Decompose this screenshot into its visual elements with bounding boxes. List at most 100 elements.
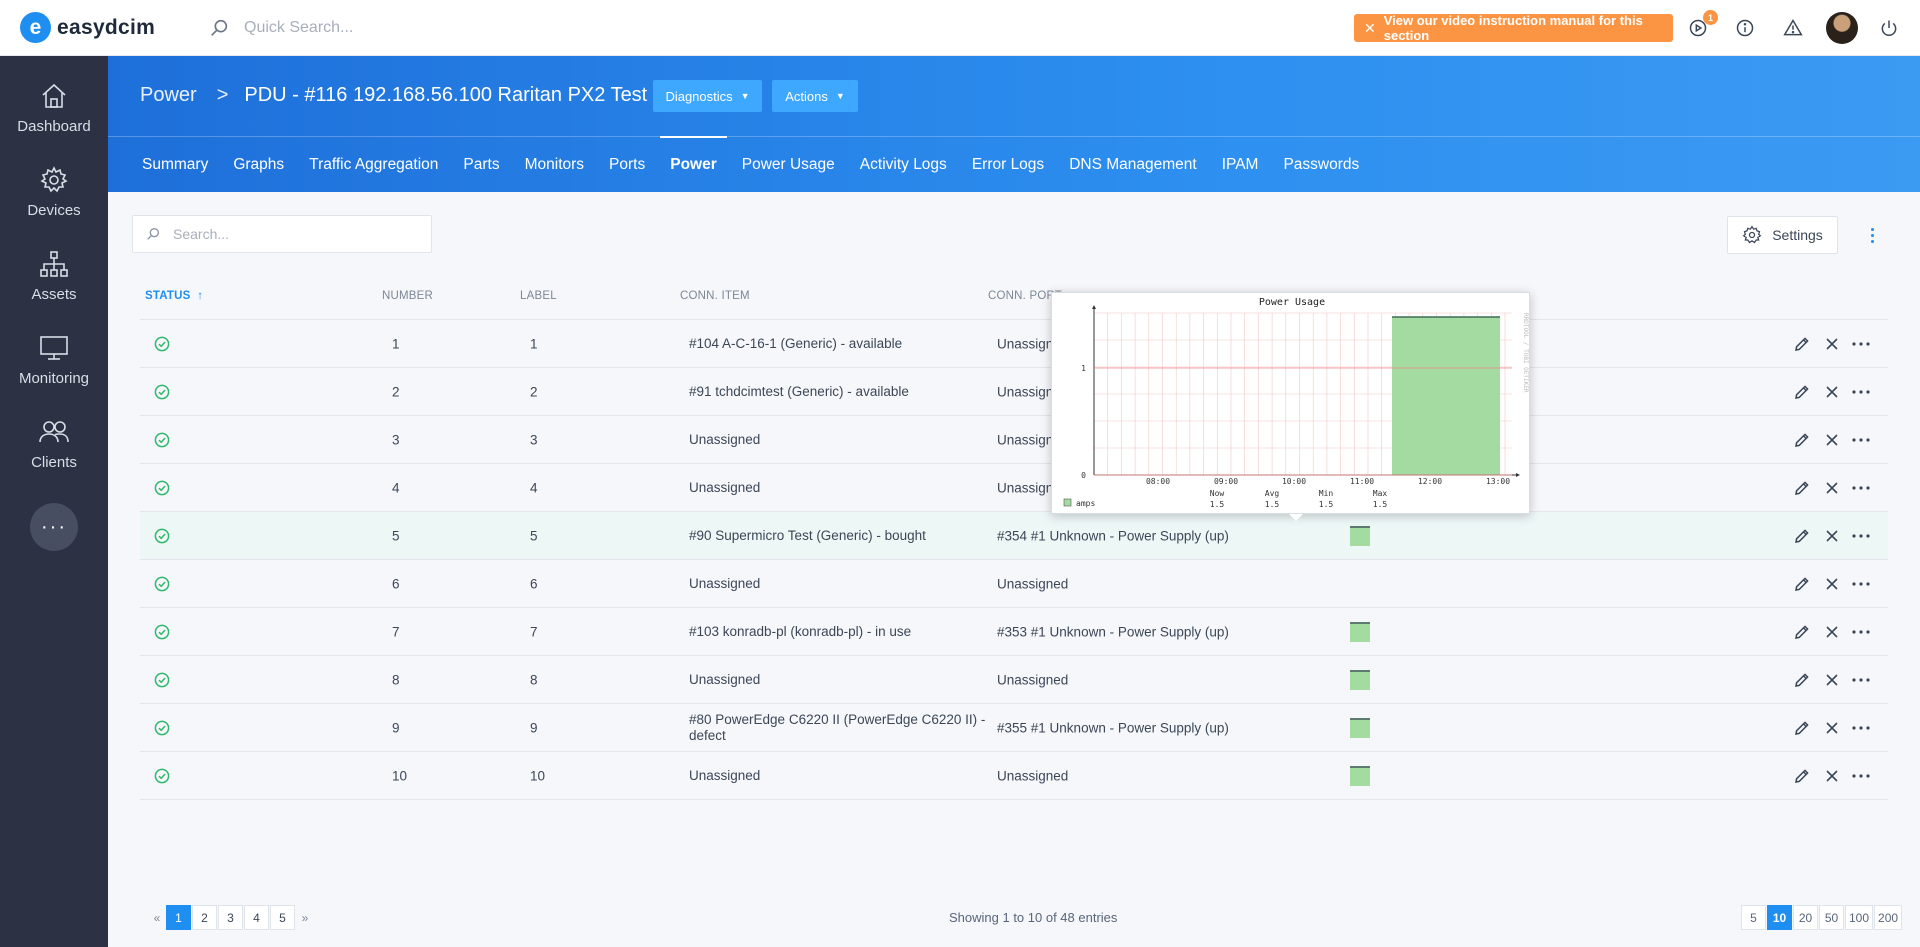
- power-usage-sparkline[interactable]: [1350, 717, 1370, 738]
- page-5-button[interactable]: 5: [270, 905, 295, 930]
- column-header-label[interactable]: LABEL: [520, 290, 557, 302]
- more-options-button[interactable]: [1866, 222, 1878, 248]
- edit-icon[interactable]: [1790, 764, 1814, 788]
- cell-conn-item[interactable]: #91 tchdcimtest (Generic) - available: [689, 383, 909, 399]
- logo[interactable]: e easydcim: [20, 12, 155, 43]
- tab-activity-logs[interactable]: Activity Logs: [859, 156, 947, 173]
- table-row[interactable]: 2 2 #91 tchdcimtest (Generic) - available U…: [140, 368, 1888, 416]
- sidebar-item-clients[interactable]: Clients: [0, 416, 108, 486]
- column-header-status[interactable]: STATUS ↑: [145, 290, 204, 302]
- edit-icon[interactable]: [1790, 668, 1814, 692]
- delete-icon[interactable]: [1820, 476, 1844, 500]
- cell-conn-port[interactable]: #354 #1 Unknown - Power Supply (up): [997, 528, 1229, 543]
- logout-button[interactable]: [1877, 16, 1901, 40]
- delete-icon[interactable]: [1820, 428, 1844, 452]
- page-2-button[interactable]: 2: [192, 905, 217, 930]
- delete-icon[interactable]: [1820, 524, 1844, 548]
- tab-summary[interactable]: Summary: [142, 156, 209, 173]
- cell-conn-item[interactable]: Unassigned: [689, 575, 761, 591]
- column-header-conn-port[interactable]: CONN. PORT: [988, 290, 1062, 302]
- tab-power[interactable]: Power: [660, 136, 727, 173]
- power-usage-sparkline[interactable]: [1350, 765, 1370, 786]
- table-row[interactable]: 9 9 #80 PowerEdge C6220 II (PowerEdge C622…: [140, 704, 1888, 752]
- video-play-button[interactable]: 1: [1686, 10, 1718, 40]
- edit-icon[interactable]: [1790, 572, 1814, 596]
- cell-conn-item[interactable]: Unassigned: [689, 479, 761, 495]
- cell-conn-item[interactable]: #104 A-C-16-1 (Generic) - available: [689, 335, 903, 351]
- search-input[interactable]: [173, 226, 403, 242]
- actions-dropdown[interactable]: Actions ▼: [772, 80, 858, 112]
- page-size-100-button[interactable]: 100: [1845, 905, 1874, 930]
- table-search[interactable]: [132, 215, 432, 253]
- table-row[interactable]: 1 1 #104 A-C-16-1 (Generic) - available Una…: [140, 320, 1888, 368]
- more-icon[interactable]: [1849, 476, 1873, 500]
- tab-passwords[interactable]: Passwords: [1283, 156, 1360, 173]
- cell-conn-port[interactable]: #353 #1 Unknown - Power Supply (up): [997, 624, 1229, 639]
- cell-conn-item[interactable]: Unassigned: [689, 431, 761, 447]
- table-row[interactable]: 3 3 Unassigned Unassigned: [140, 416, 1888, 464]
- cell-conn-item[interactable]: #90 Supermicro Test (Generic) - bought: [689, 527, 926, 543]
- edit-icon[interactable]: [1790, 428, 1814, 452]
- tab-ports[interactable]: Ports: [609, 156, 646, 173]
- edit-icon[interactable]: [1790, 716, 1814, 740]
- cell-conn-port[interactable]: Unassigned: [997, 768, 1069, 783]
- alerts-button[interactable]: [1781, 16, 1805, 40]
- page-1-button[interactable]: 1: [166, 905, 191, 930]
- sidebar-item-devices[interactable]: Devices: [0, 164, 108, 234]
- cell-conn-port[interactable]: Unassigned: [997, 336, 1069, 351]
- power-usage-sparkline[interactable]: [1350, 669, 1370, 690]
- cell-conn-item[interactable]: #80 PowerEdge C6220 II (PowerEdge C6220 …: [689, 711, 986, 743]
- avatar[interactable]: [1826, 12, 1858, 44]
- cell-conn-item[interactable]: Unassigned: [689, 671, 761, 687]
- cell-conn-port[interactable]: Unassigned: [997, 480, 1069, 495]
- edit-icon[interactable]: [1790, 332, 1814, 356]
- sidebar-item-assets[interactable]: Assets: [0, 248, 108, 318]
- cell-conn-port[interactable]: Unassigned: [997, 384, 1069, 399]
- delete-icon[interactable]: [1820, 716, 1844, 740]
- power-usage-sparkline[interactable]: [1350, 621, 1370, 642]
- cell-conn-port[interactable]: Unassigned: [997, 432, 1069, 447]
- table-row[interactable]: 7 7 #103 konradb-pl (konradb-pl) - in use #…: [140, 608, 1888, 656]
- video-manual-banner[interactable]: ✕ View our video instruction manual for …: [1354, 13, 1673, 43]
- sidebar-item-monitoring[interactable]: Monitoring: [0, 332, 108, 402]
- tab-dns-management[interactable]: DNS Management: [1069, 156, 1197, 173]
- delete-icon[interactable]: [1820, 620, 1844, 644]
- tab-parts[interactable]: Parts: [463, 156, 500, 173]
- delete-icon[interactable]: [1820, 572, 1844, 596]
- tab-power-usage[interactable]: Power Usage: [741, 156, 835, 173]
- delete-icon[interactable]: [1820, 380, 1844, 404]
- more-icon[interactable]: [1849, 620, 1873, 644]
- table-row[interactable]: 5 5 #90 Supermicro Test (Generic) - bought…: [140, 512, 1888, 560]
- table-row[interactable]: 4 4 Unassigned Unassigned: [140, 464, 1888, 512]
- edit-icon[interactable]: [1790, 524, 1814, 548]
- delete-icon[interactable]: [1820, 332, 1844, 356]
- column-header-number[interactable]: NUMBER: [382, 290, 434, 302]
- close-icon[interactable]: ✕: [1364, 19, 1376, 36]
- page-size-50-button[interactable]: 50: [1819, 905, 1844, 930]
- more-icon[interactable]: [1849, 572, 1873, 596]
- column-header-conn-item[interactable]: CONN. ITEM: [680, 290, 750, 302]
- page-size-10-button[interactable]: 10: [1767, 905, 1792, 930]
- table-row[interactable]: 6 6 Unassigned Unassigned: [140, 560, 1888, 608]
- page-3-button[interactable]: 3: [218, 905, 243, 930]
- tab-graphs[interactable]: Graphs: [233, 156, 285, 173]
- tab-traffic-aggregation[interactable]: Traffic Aggregation: [309, 156, 439, 173]
- more-icon[interactable]: [1849, 524, 1873, 548]
- page-size-200-button[interactable]: 200: [1874, 905, 1903, 930]
- page-size-20-button[interactable]: 20: [1793, 905, 1818, 930]
- cell-conn-port[interactable]: Unassigned: [997, 576, 1069, 591]
- diagnostics-dropdown[interactable]: Diagnostics ▼: [653, 80, 762, 112]
- delete-icon[interactable]: [1820, 764, 1844, 788]
- edit-icon[interactable]: [1790, 476, 1814, 500]
- table-row[interactable]: 8 8 Unassigned Unassigned: [140, 656, 1888, 704]
- cell-conn-item[interactable]: #103 konradb-pl (konradb-pl) - in use: [689, 623, 912, 639]
- power-usage-sparkline[interactable]: [1350, 525, 1370, 546]
- settings-button[interactable]: Settings: [1727, 216, 1838, 254]
- more-icon[interactable]: [1849, 332, 1873, 356]
- more-icon[interactable]: [1849, 380, 1873, 404]
- table-row[interactable]: 10 10 Unassigned Unassigned: [140, 752, 1888, 800]
- prev-page-button[interactable]: «: [153, 910, 161, 925]
- breadcrumb-root[interactable]: Power: [140, 84, 197, 106]
- more-icon[interactable]: [1849, 428, 1873, 452]
- cell-conn-port[interactable]: Unassigned: [997, 672, 1069, 687]
